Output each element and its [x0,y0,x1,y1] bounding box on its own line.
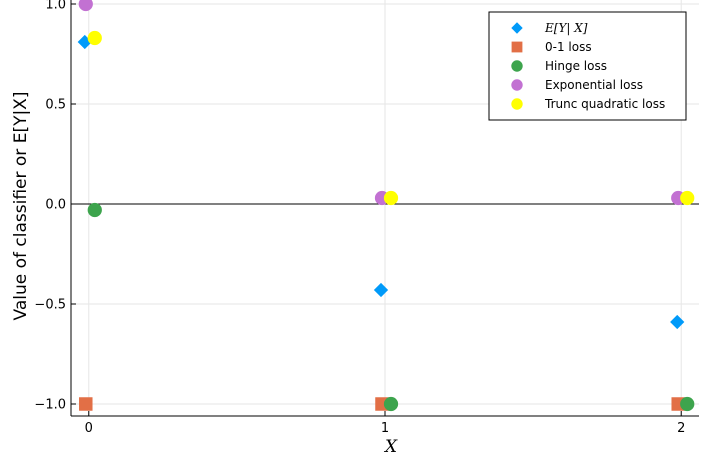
data-point [373,282,389,298]
data-point [670,314,685,330]
data-point [383,396,399,412]
y-tick-label: −1.0 [34,398,66,413]
x-tick-label: 2 [677,421,685,436]
y-tick-label: 0.5 [45,98,66,113]
legend-marker [511,60,523,72]
y-axis-label: Value of classifier or E[Y|X] [11,92,31,321]
legend-items: E[Y| X] 0-1 loss Hinge loss Exponential los… [511,21,665,111]
series-diamond-0 [77,34,685,330]
data-point [383,190,399,206]
legend-label: Hinge loss [545,59,607,73]
x-tick-label: 1 [381,421,389,436]
data-point [87,202,102,218]
data-points [77,0,695,412]
legend-label: Exponential loss [545,78,643,92]
legend-marker [511,79,523,91]
legend: E[Y| X] 0-1 loss Hinge loss Exponential los… [488,11,687,121]
legend-marker [511,98,523,110]
series-circle-2 [87,202,695,412]
y-tick-label: 1.0 [45,0,66,13]
data-point [78,0,93,12]
data-point [87,30,102,46]
legend-marker [511,41,523,53]
data-point [79,397,93,411]
series-circle-4 [87,30,695,206]
tick-labels: 0 1 2 1.0 0.5 0.0 −0.5 −1.0 [34,0,685,436]
x-tick-label: 0 [85,421,93,436]
legend-label: Trunc quadratic loss [544,97,665,111]
y-tick-label: 0.0 [45,198,66,213]
data-point [680,190,695,206]
legend-marker [511,22,523,34]
x-axis-label: X [383,437,398,457]
legend-label: E[Y| X] [544,21,588,35]
data-point [680,396,695,412]
y-tick-label: −0.5 [34,298,66,313]
legend-label: 0-1 loss [545,40,592,54]
